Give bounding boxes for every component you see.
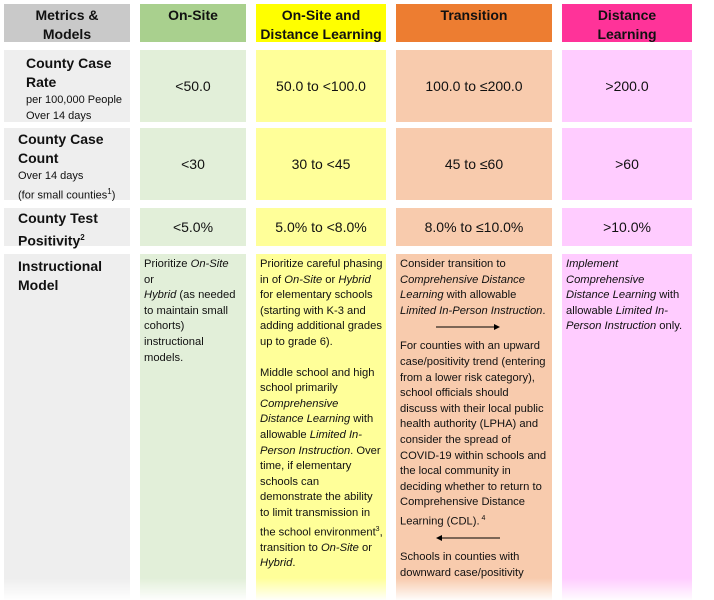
row-label-case-count: County Case Count Over 14 days (for smal… <box>4 128 130 202</box>
row-title-line: Instructional <box>18 258 103 274</box>
positivity-onsite: <5.0% <box>140 208 246 246</box>
hybrid-paragraph-1: Prioritize careful phasing in of On-Site… <box>260 258 383 348</box>
row-title-line: Positivity2 <box>18 232 85 249</box>
hybrid-paragraph-2: Middle school and high school primarily … <box>260 366 383 570</box>
row-subtitle-line: Over 14 days <box>26 110 92 122</box>
positivity-transition: 8.0% to ≤10.0% <box>396 208 552 246</box>
header-line: On-Site and <box>281 7 361 23</box>
row-subtitle-line: per 100,000 People <box>26 94 123 106</box>
header-onsite-and-distance: On-Site and Distance Learning <box>256 4 386 42</box>
row-title-line: County Test <box>18 210 98 226</box>
row-subtitle-line: Over 14 days <box>18 170 84 182</box>
case-count-transition: 45 to ≤60 <box>396 128 552 200</box>
transition-paragraph-3: Schools in counties with downward case/p… <box>400 551 524 579</box>
instructional-distance-text: Implement Comprehensive Distance Learnin… <box>562 254 692 600</box>
case-count-hybrid: 30 to <45 <box>256 128 386 200</box>
row-label-case-rate: County Case Rate per 100,000 People Over… <box>4 50 130 122</box>
positivity-hybrid: 5.0% to <8.0% <box>256 208 386 246</box>
header-line: Learning <box>597 26 657 42</box>
row-subtitle-line: (for small counties1) <box>18 187 116 202</box>
header-onsite: On-Site <box>140 4 246 42</box>
instructional-onsite-text: Prioritize On-Site or Hybrid (as needed … <box>140 254 246 600</box>
row-title-line: Count <box>18 150 59 166</box>
header-line: Models <box>42 26 92 42</box>
transition-paragraph-2: For counties with an upward case/positiv… <box>400 340 547 528</box>
header-line: Distance Learning <box>260 26 382 42</box>
header-metrics-models: Metrics & Models <box>4 4 130 42</box>
instructional-hybrid-text: Prioritize careful phasing in of On-Site… <box>256 254 386 600</box>
case-rate-transition: 100.0 to ≤200.0 <box>396 50 552 122</box>
case-count-onsite: <30 <box>140 128 246 200</box>
case-rate-distance: >200.0 <box>562 50 692 122</box>
case-rate-onsite: <50.0 <box>140 50 246 122</box>
positivity-distance: >10.0% <box>562 208 692 246</box>
header-transition: Transition <box>396 4 552 42</box>
arrow-left-icon <box>436 535 500 542</box>
case-rate-hybrid: 50.0 to <100.0 <box>256 50 386 122</box>
instructional-transition-text: Consider transition to Comprehensive Dis… <box>396 254 552 600</box>
bottom-fade <box>0 578 714 600</box>
row-title-line: County Case <box>18 131 104 147</box>
transition-paragraph-1: Consider transition to Comprehensive Dis… <box>400 258 546 317</box>
case-count-distance: >60 <box>562 128 692 200</box>
row-title-line: Rate <box>26 74 57 90</box>
row-title-line: Model <box>18 277 59 293</box>
header-line: Transition <box>440 7 508 23</box>
header-distance-learning: Distance Learning <box>562 4 692 42</box>
header-line: Distance <box>597 7 657 23</box>
header-line: On-Site <box>168 7 218 23</box>
row-label-instructional-model: Instructional Model <box>4 254 130 600</box>
row-title-line: County Case <box>26 55 112 71</box>
row-label-test-positivity: County Test Positivity2 <box>4 208 130 249</box>
arrow-right-icon <box>436 324 500 331</box>
header-line: Metrics & <box>35 7 99 23</box>
